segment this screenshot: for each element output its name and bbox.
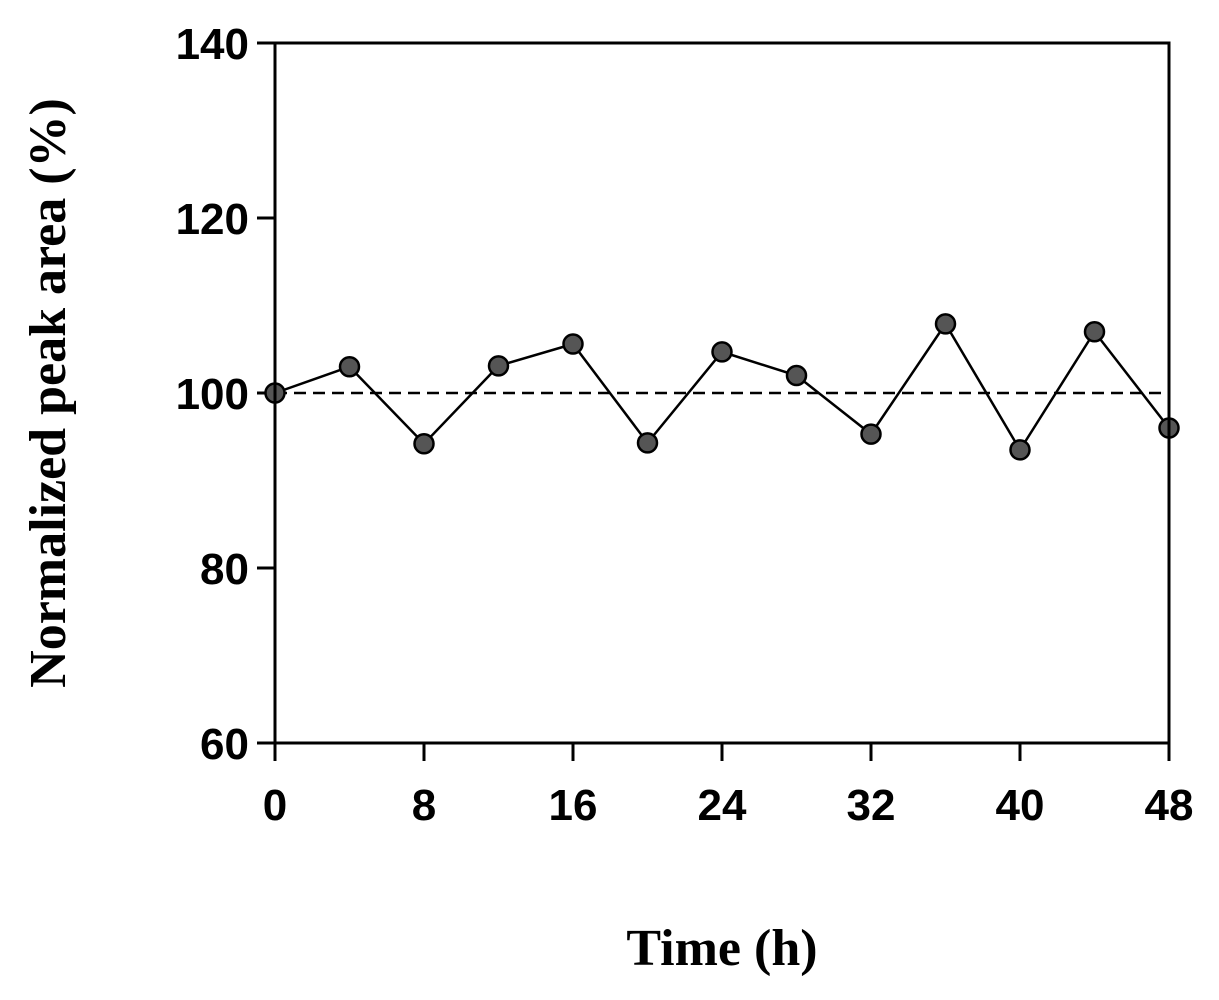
y-axis-title: Normalized peak area (%) bbox=[20, 98, 77, 688]
x-tick-label: 0 bbox=[263, 781, 287, 830]
data-point bbox=[636, 432, 659, 454]
series-layer bbox=[264, 313, 1180, 461]
y-tick-label: 120 bbox=[176, 195, 249, 244]
data-point bbox=[338, 356, 361, 378]
data-point bbox=[860, 423, 882, 445]
data-point bbox=[711, 341, 733, 363]
x-tick-label: 24 bbox=[698, 781, 747, 830]
x-tick-label: 32 bbox=[847, 781, 896, 830]
y-tick-label: 140 bbox=[176, 20, 249, 69]
y-axis-ticks: 60 80 100 120 140 bbox=[176, 20, 275, 769]
data-point bbox=[785, 364, 808, 387]
data-point bbox=[934, 313, 957, 335]
y-tick-label: 80 bbox=[200, 545, 249, 594]
data-point bbox=[413, 433, 435, 455]
data-point bbox=[487, 355, 510, 377]
data-point bbox=[1009, 439, 1031, 461]
y-tick-label: 100 bbox=[176, 370, 249, 419]
x-tick-label: 16 bbox=[549, 781, 598, 830]
x-tick-label: 8 bbox=[412, 781, 436, 830]
data-point bbox=[1083, 321, 1106, 343]
plot-frame bbox=[273, 41, 1171, 745]
x-tick-label: 48 bbox=[1145, 781, 1194, 830]
x-axis-ticks: 0 8 16 24 32 40 48 bbox=[263, 743, 1194, 830]
x-axis-title: Time (h) bbox=[626, 920, 817, 977]
y-tick-label: 60 bbox=[200, 720, 249, 769]
data-point bbox=[562, 333, 584, 355]
axes-layer bbox=[273, 41, 1171, 745]
x-tick-label: 40 bbox=[996, 781, 1045, 830]
